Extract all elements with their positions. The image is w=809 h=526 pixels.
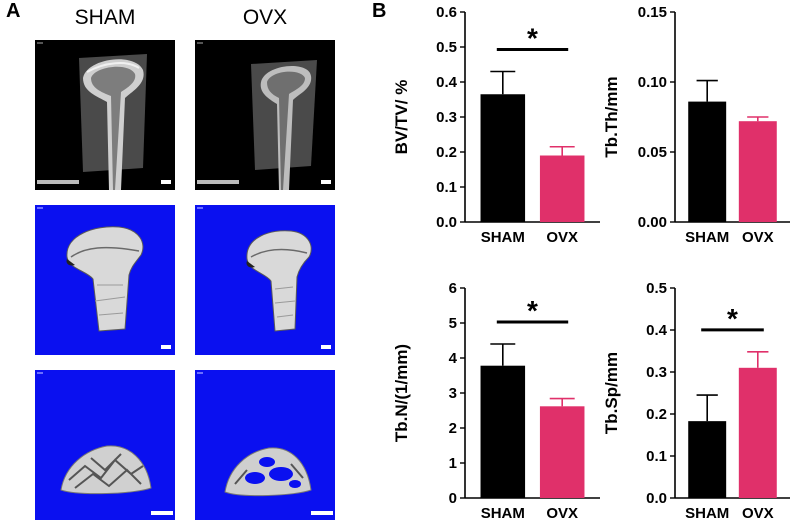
ct-image-sham xyxy=(35,40,175,190)
chart-1-bar-ovx xyxy=(738,121,777,222)
chart-2-ytick-label: 0 xyxy=(449,490,457,507)
panel-b-letter: B xyxy=(372,0,387,22)
chart-2-ylabel: Tb.N/(1/mm) xyxy=(392,344,411,442)
chart-3-ytick-label: 0.4 xyxy=(646,322,668,339)
chart-3-xtick-label: OVX xyxy=(742,505,774,522)
trabecular-ovx xyxy=(195,370,335,520)
chart-0-bar-ovx xyxy=(539,155,585,222)
chart-0-ytick-label: 0.3 xyxy=(436,109,457,126)
trabecular-sham xyxy=(35,370,175,520)
chart-0-significance-star: * xyxy=(527,23,538,54)
chart-3-bar-ovx xyxy=(738,367,777,498)
chart-0-ytick-label: 0.5 xyxy=(436,39,457,56)
chart-2-significance-star: * xyxy=(527,295,538,326)
chart-1-ytick-label: 0.05 xyxy=(638,144,667,161)
chart-2-ytick-label: 5 xyxy=(449,315,457,332)
chart-0-ylabel: BV/TV/ % xyxy=(392,80,411,155)
chart-3-ytick-label: 0.5 xyxy=(646,280,667,297)
chart-1-bar-sham xyxy=(688,101,727,222)
chart-2-xtick-label: OVX xyxy=(546,505,578,522)
chart-1-xtick-label: SHAM xyxy=(685,229,729,246)
chart-0-ytick-label: 0.6 xyxy=(436,4,457,21)
femur-3d-ovx xyxy=(195,205,335,355)
chart-2-ytick-label: 6 xyxy=(449,280,457,297)
chart-3-ytick-label: 0.0 xyxy=(646,490,667,507)
chart-0-ytick-label: 0.0 xyxy=(436,214,457,231)
chart-0-xtick-label: SHAM xyxy=(481,229,525,246)
chart-1-ytick-label: 0.10 xyxy=(638,74,667,91)
ct-image-ovx xyxy=(195,40,335,190)
chart-3-ylabel: Tb.Sp/mm xyxy=(602,352,621,434)
chart-2-ytick-label: 1 xyxy=(449,455,457,472)
chart-2-ytick-label: 3 xyxy=(449,385,457,402)
chart-1-ylabel: Tb.Th/mm xyxy=(602,76,621,157)
chart-3-xtick-label: SHAM xyxy=(685,505,729,522)
chart-3-significance-star: * xyxy=(727,303,738,334)
chart-3-ytick-label: 0.2 xyxy=(646,406,667,423)
chart-3-ytick-label: 0.1 xyxy=(646,448,667,465)
chart-3-bar-sham xyxy=(688,421,727,498)
chart-2-ytick-label: 4 xyxy=(449,350,458,367)
chart-2-xtick-label: SHAM xyxy=(481,505,525,522)
femur-3d-sham xyxy=(35,205,175,355)
chart-1-xtick-label: OVX xyxy=(742,229,774,246)
chart-1-ytick-label: 0.15 xyxy=(638,4,667,21)
chart-0-ytick-label: 0.1 xyxy=(436,179,457,196)
chart-1-ytick-label: 0.00 xyxy=(638,214,667,231)
chart-0-ytick-label: 0.2 xyxy=(436,144,457,161)
chart-0-ytick-label: 0.4 xyxy=(436,74,458,91)
chart-2-bar-sham xyxy=(480,365,526,498)
column-title-sham: SHAM xyxy=(74,6,136,29)
chart-2-ytick-label: 2 xyxy=(449,420,457,437)
column-title-ovx: OVX xyxy=(242,6,288,29)
panel-a-letter: A xyxy=(6,0,21,22)
chart-2-bar-ovx xyxy=(539,406,585,498)
chart-0-xtick-label: OVX xyxy=(546,229,578,246)
chart-0-bar-sham xyxy=(480,94,526,222)
chart-3-ytick-label: 0.3 xyxy=(646,364,667,381)
